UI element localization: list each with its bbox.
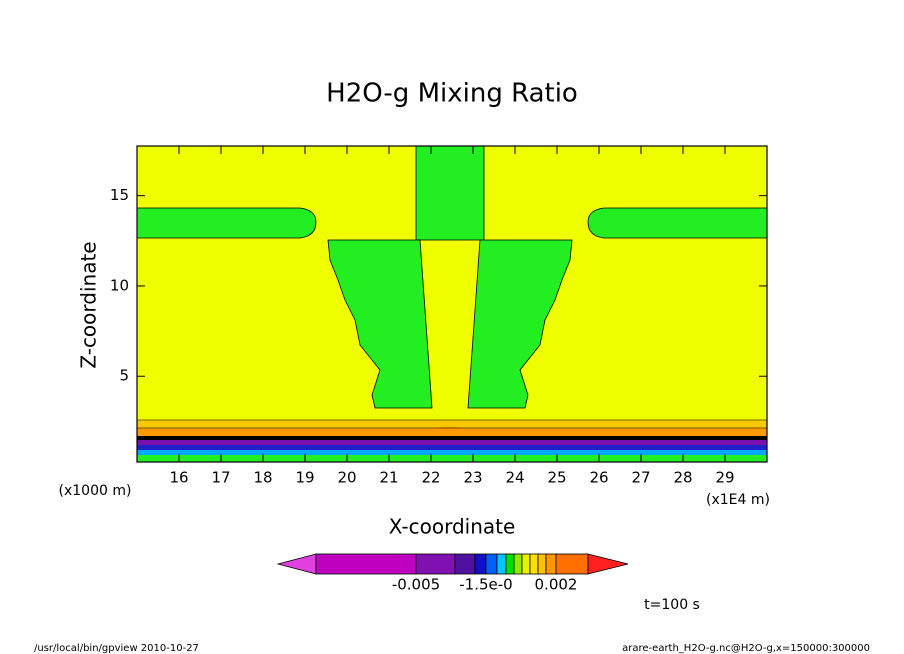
time-label: t=100 s	[644, 597, 700, 613]
x-tick-label: 22	[421, 469, 440, 487]
y-tick-label: 10	[110, 276, 129, 294]
y-axis-label: Z-coordinate	[77, 241, 101, 368]
x-tick-label: 21	[379, 469, 398, 487]
x-tick-label: 20	[337, 469, 356, 487]
x-tick-label: 24	[505, 469, 524, 487]
chart-title: H2O-g Mixing Ratio	[326, 79, 578, 109]
x-axis-label: X-coordinate	[389, 515, 516, 539]
footer-left: /usr/local/bin/gpview 2010-10-27	[34, 643, 199, 654]
x-unit-note: (x1E4 m)	[706, 492, 770, 508]
y-tick-label: 15	[110, 186, 129, 204]
x-tick-label: 18	[253, 469, 272, 487]
x-tick-label: 26	[589, 469, 608, 487]
colorbar-label: -0.005	[392, 576, 440, 594]
footer-right: arare-earth_H2O-g.nc@H2O-g,x=150000:3000…	[622, 643, 870, 654]
contour-field	[136, 145, 768, 462]
x-tick-label: 23	[463, 469, 482, 487]
x-tick-label: 17	[211, 469, 230, 487]
colorbar-label: 0.002	[535, 576, 578, 594]
colorbar-label: -1.5e-0	[459, 576, 512, 594]
x-tick-label: 25	[547, 469, 566, 487]
y-unit-note: (x1000 m)	[59, 483, 132, 499]
x-tick-label: 27	[631, 469, 650, 487]
x-tick-label: 19	[295, 469, 314, 487]
x-tick-label: 28	[673, 469, 692, 487]
plot-frame	[136, 145, 768, 463]
y-tick-label: 5	[119, 367, 129, 385]
colorbar	[276, 553, 629, 575]
x-tick-label: 29	[715, 469, 734, 487]
x-tick-label: 16	[169, 469, 188, 487]
